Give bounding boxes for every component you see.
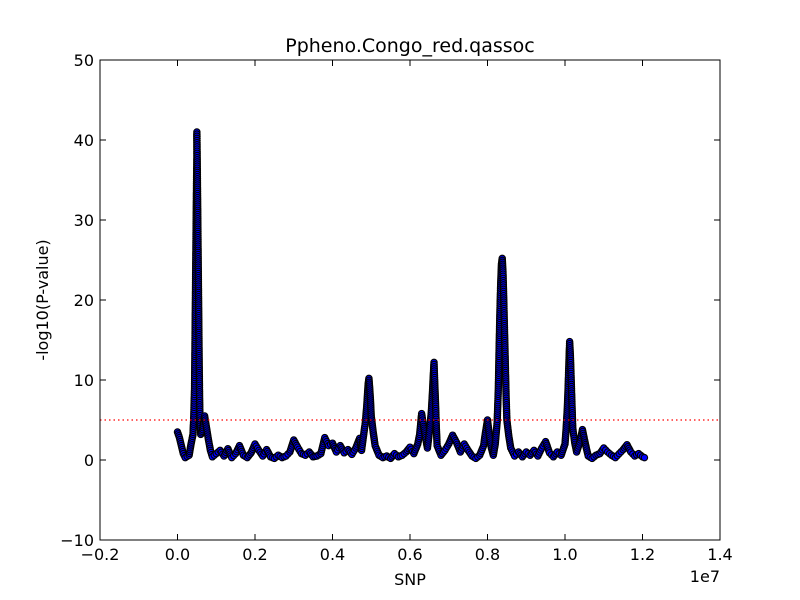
x-tick-label: 0.4	[320, 545, 345, 564]
x-tick-label: 1.2	[630, 545, 655, 564]
y-tick-label: 30	[74, 211, 94, 230]
x-tick-label: −0.2	[81, 545, 120, 564]
y-tick-label: 50	[74, 51, 94, 70]
y-tick-label: 10	[74, 371, 94, 390]
x-tick-label: 1.0	[552, 545, 577, 564]
x-axis-offset-label: 1e7	[690, 567, 720, 586]
x-tick-label: 0.6	[397, 545, 422, 564]
x-axis-ticks: −0.2 0.0 0.2 0.4 0.6 0.8 1.0 1.2 1.4	[81, 60, 733, 564]
data-points	[173, 128, 649, 463]
y-tick-label: 40	[74, 131, 94, 150]
y-axis-label: -log10(P-value)	[33, 239, 52, 360]
y-tick-label: −10	[60, 531, 94, 550]
chart-title: Ppheno.Congo_red.qassoc	[285, 35, 535, 57]
x-axis-label: SNP	[394, 570, 426, 589]
x-tick-label: 0.2	[242, 545, 267, 564]
x-tick-label: 0.0	[165, 545, 190, 564]
y-tick-label: 20	[74, 291, 94, 310]
x-tick-label: 0.8	[475, 545, 500, 564]
y-axis-ticks: −10 0 10 20 30 40 50	[60, 51, 720, 550]
x-tick-label: 1.4	[707, 545, 732, 564]
y-tick-label: 0	[84, 451, 94, 470]
snp-point	[640, 453, 649, 462]
